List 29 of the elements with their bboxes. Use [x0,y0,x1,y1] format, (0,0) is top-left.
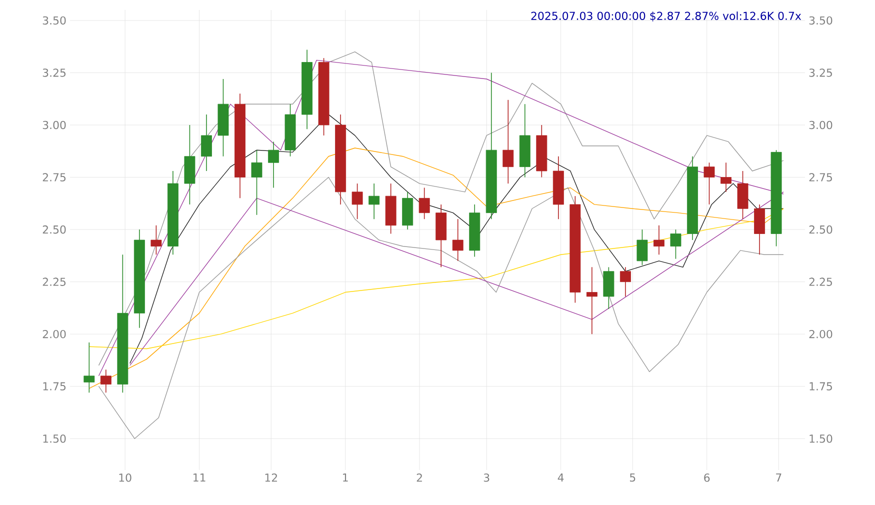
y2-tick-label: 3.00 [809,120,832,130]
x-tick-label: 10 [119,474,132,482]
y2-tick-label: 2.25 [809,278,832,286]
y2-tick-label: 1.50 [810,434,832,443]
y-tick-label: 1.50 [43,434,66,443]
y2-tick-label: 2.00 [809,330,832,338]
y-tick-label: 2.00 [42,330,66,338]
y2-tick-label: 2.75 [809,173,832,182]
y-tick-label: 2.50 [42,225,66,234]
y2-tick-label: 2.50 [809,225,832,234]
x-tick-label: 6 [704,474,710,482]
y-tick-label: 2.25 [42,278,66,286]
chart-title: 2025.07.03 00:00:00 $2.87 2.87% vol:12.6K 0.7x [531,12,802,22]
x-tick-label: 7 [776,474,782,482]
y-tick-label: 2.75 [42,173,66,182]
y2-tick-label: 1.75 [810,382,832,390]
y2-tick-label: 3.25 [809,68,832,77]
x-tick-label: 2 [416,474,422,482]
y-tick-label: 3.25 [42,68,66,77]
y-tick-label: 3.00 [42,120,66,130]
x-tick-label: 3 [484,474,490,482]
x-tick-label: 12 [265,474,277,482]
y-tick-label: 1.75 [43,382,66,390]
x-tick-label: 4 [558,474,564,482]
x-tick-label: 5 [630,474,636,482]
y2-tick-label: 3.50 [809,16,832,25]
x-tick-label: 11 [194,474,206,482]
y-tick-label: 3.50 [42,16,66,25]
x-tick-label: 1 [343,474,348,482]
